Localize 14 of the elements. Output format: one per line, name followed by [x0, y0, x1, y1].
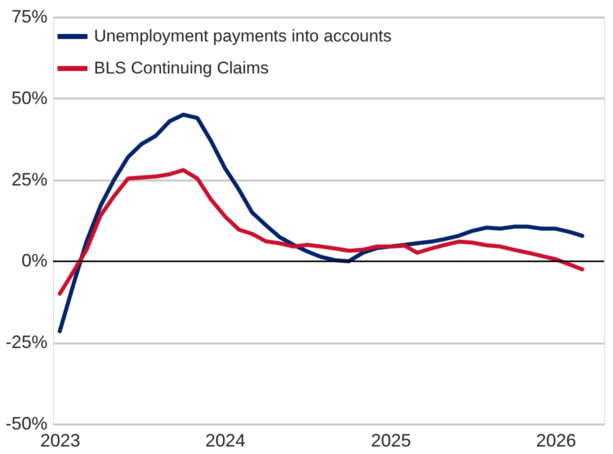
y-tick-label: 0% — [21, 250, 48, 271]
legend-label: Unemployment payments into accounts — [94, 26, 392, 46]
x-tick-label: 2024 — [205, 430, 246, 450]
x-tick-label: 2026 — [536, 430, 576, 450]
y-tick-label: 25% — [11, 169, 48, 190]
x-tick-label: 2023 — [40, 430, 80, 450]
line-series — [58, 168, 584, 296]
legend-label: BLS Continuing Claims — [94, 58, 269, 78]
y-tick-label: 75% — [11, 6, 48, 26]
y-tick-label: -50% — [5, 414, 48, 434]
x-tick-label: 2025 — [370, 430, 411, 450]
y-tick-label: -25% — [5, 332, 48, 352]
y-tick-label: 50% — [11, 88, 48, 108]
line-series — [58, 112, 584, 334]
